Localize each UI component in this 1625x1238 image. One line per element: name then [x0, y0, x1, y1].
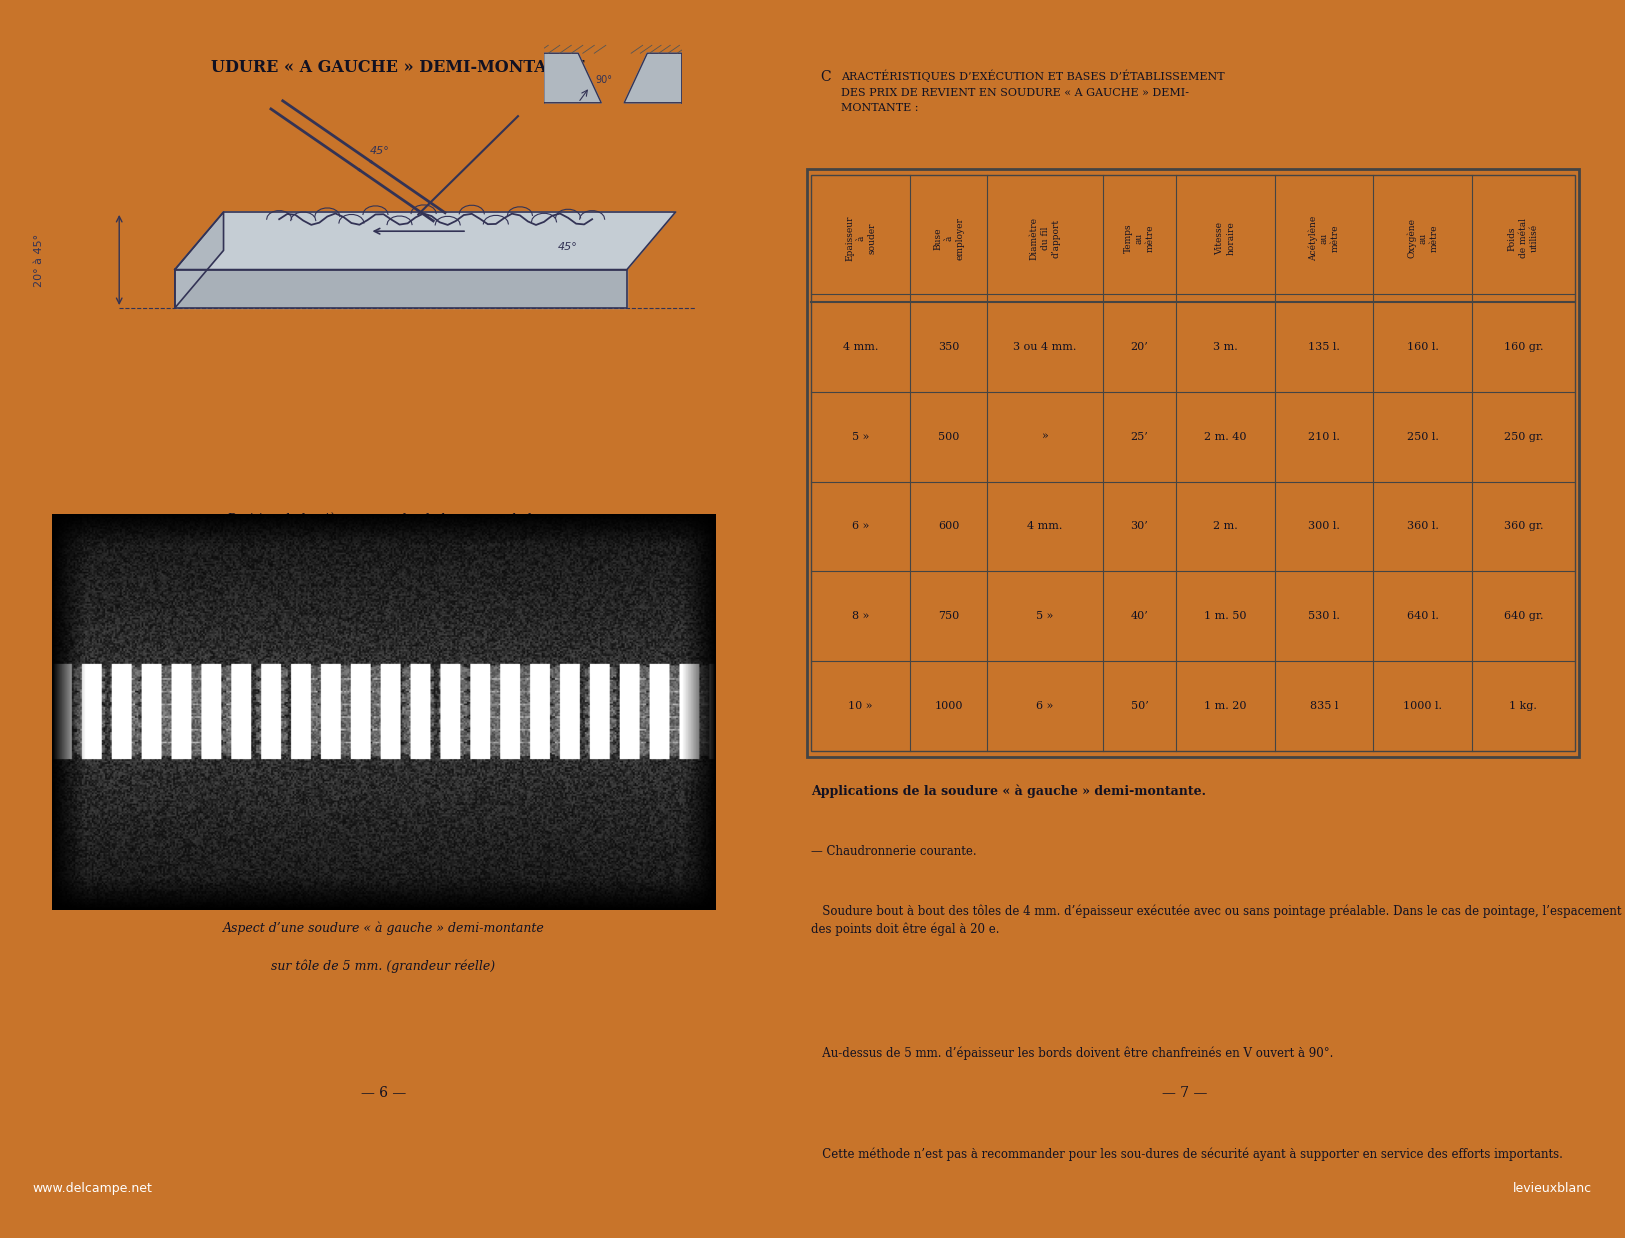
Text: — Chaudronnerie courante.: — Chaudronnerie courante.: [811, 846, 977, 858]
Text: 500: 500: [938, 432, 959, 442]
Text: 90°: 90°: [595, 76, 613, 85]
Text: 835 l: 835 l: [1310, 701, 1337, 711]
Text: 3 m.: 3 m.: [1212, 342, 1238, 352]
Text: 10 »: 10 »: [848, 701, 873, 711]
Polygon shape: [176, 212, 224, 308]
Text: 360 l.: 360 l.: [1407, 521, 1438, 531]
Text: 1 kg.: 1 kg.: [1510, 701, 1537, 711]
Text: 50’: 50’: [1131, 701, 1149, 711]
Text: 300 l.: 300 l.: [1308, 521, 1341, 531]
Text: 600: 600: [938, 521, 959, 531]
Text: 160 gr.: 160 gr.: [1503, 342, 1544, 352]
Text: 2 m.: 2 m.: [1212, 521, 1238, 531]
Text: 6 »: 6 »: [852, 521, 869, 531]
Text: Epaisseur
à
souder: Epaisseur à souder: [845, 215, 876, 261]
Text: 640 gr.: 640 gr.: [1503, 612, 1544, 621]
Text: www.delcampe.net: www.delcampe.net: [32, 1182, 153, 1195]
Text: 210 l.: 210 l.: [1308, 432, 1341, 442]
Text: 40’: 40’: [1131, 612, 1149, 621]
Text: C: C: [821, 69, 830, 84]
Text: UDURE « A GAUCHE » DEMI-MONTANTE: UDURE « A GAUCHE » DEMI-MONTANTE: [211, 58, 585, 76]
Text: levieuxblanc: levieuxblanc: [1513, 1182, 1592, 1195]
Text: Aspect d’une soudure « à gauche » demi-montante: Aspect d’une soudure « à gauche » demi-m…: [223, 921, 544, 935]
Text: 160 l.: 160 l.: [1407, 342, 1438, 352]
Text: 1 m. 50: 1 m. 50: [1204, 612, 1246, 621]
Polygon shape: [624, 53, 682, 103]
Text: 8 »: 8 »: [852, 612, 869, 621]
Text: Position de la pièce, tenue du chalumeau et de la
baguette d’apport. En haut pré: Position de la pièce, tenue du chalumeau…: [223, 513, 544, 546]
Text: 250 gr.: 250 gr.: [1503, 432, 1544, 442]
Text: 4 mm.: 4 mm.: [843, 342, 879, 352]
Text: 1000 l.: 1000 l.: [1402, 701, 1441, 711]
Text: Buse
à
employer: Buse à employer: [933, 217, 964, 260]
Text: 30’: 30’: [1131, 521, 1149, 531]
Text: 5 »: 5 »: [852, 432, 869, 442]
Text: 2 m. 40: 2 m. 40: [1204, 432, 1246, 442]
Text: 20’: 20’: [1131, 342, 1149, 352]
Polygon shape: [176, 270, 627, 308]
Text: Applications de la soudure « à gauche » demi-montante.: Applications de la soudure « à gauche » …: [811, 785, 1206, 799]
Text: 45°: 45°: [369, 146, 390, 156]
Text: Temps
au
mètre: Temps au mètre: [1124, 224, 1155, 254]
Text: 640 l.: 640 l.: [1407, 612, 1438, 621]
Text: 350: 350: [938, 342, 959, 352]
Text: 135 l.: 135 l.: [1308, 342, 1341, 352]
Text: Acétylène
au
mètre: Acétylène au mètre: [1308, 215, 1339, 261]
Text: Diamètre
du fil
d’apport: Diamètre du fil d’apport: [1030, 217, 1061, 260]
Text: 5 »: 5 »: [1037, 612, 1055, 621]
Bar: [808, 170, 1580, 756]
Text: sur tôle de 5 mm. (grandeur réelle): sur tôle de 5 mm. (grandeur réelle): [271, 959, 496, 973]
Text: 1000: 1000: [934, 701, 964, 711]
Text: Oxygène
au
mètre: Oxygène au mètre: [1407, 218, 1438, 259]
Text: 3 ou 4 mm.: 3 ou 4 mm.: [1014, 342, 1077, 352]
Text: Cette méthode n’est pas à recommander pour les sou-dures de sécurité ayant à sup: Cette méthode n’est pas à recommander po…: [811, 1148, 1563, 1161]
Text: 750: 750: [938, 612, 959, 621]
Text: Soudure bout à bout des tôles de 4 mm. d’épaisseur exécutée avec ou sans pointag: Soudure bout à bout des tôles de 4 mm. d…: [811, 904, 1622, 936]
Text: 45°: 45°: [557, 243, 577, 253]
Text: 6 »: 6 »: [1037, 701, 1055, 711]
Text: ARACTÉRISTIQUES D’EXÉCUTION ET BASES D’ÉTABLISSEMENT
DES PRIX DE REVIENT EN SOUD: ARACTÉRISTIQUES D’EXÉCUTION ET BASES D’É…: [842, 69, 1225, 114]
Text: Vitesse
horaire: Vitesse horaire: [1216, 222, 1235, 255]
Text: 360 gr.: 360 gr.: [1503, 521, 1544, 531]
Text: — 6 —: — 6 —: [361, 1086, 406, 1101]
Text: 1 m. 20: 1 m. 20: [1204, 701, 1246, 711]
Polygon shape: [176, 212, 676, 270]
Text: Poids
de métal
utilisé: Poids de métal utilisé: [1508, 218, 1539, 259]
Text: 25’: 25’: [1131, 432, 1149, 442]
Text: 530 l.: 530 l.: [1308, 612, 1341, 621]
Text: 20° à 45°: 20° à 45°: [34, 234, 44, 286]
Text: 4 mm.: 4 mm.: [1027, 521, 1063, 531]
Text: 250 l.: 250 l.: [1407, 432, 1438, 442]
Text: — 7 —: — 7 —: [1162, 1086, 1207, 1101]
Text: »: »: [1042, 432, 1048, 442]
Text: Au-dessus de 5 mm. d’épaisseur les bords doivent être chanfreinés en V ouvert à : Au-dessus de 5 mm. d’épaisseur les bords…: [811, 1047, 1334, 1061]
Polygon shape: [544, 53, 601, 103]
Bar: [811, 175, 1575, 751]
